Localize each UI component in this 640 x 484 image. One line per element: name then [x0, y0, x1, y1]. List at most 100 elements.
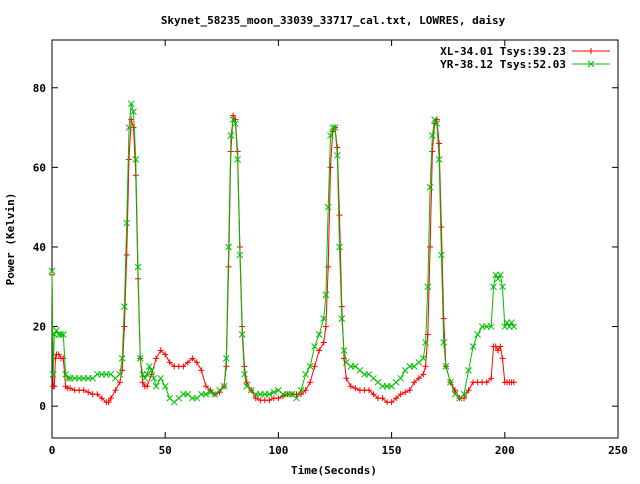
y-axis-label: Power (Kelvin): [4, 193, 17, 286]
data-point-cross-b: [152, 382, 160, 390]
ticks-layer: 0 50 100 150 200 250 0 20 40 60 80: [33, 40, 628, 457]
data-point-cross-b: [496, 271, 504, 279]
data-point-cross-b: [499, 283, 506, 291]
data-point-cross-b: [62, 370, 69, 378]
x-tick-label: 0: [49, 444, 56, 457]
data-point-cross-b: [136, 355, 144, 362]
data-point-cross-b: [324, 203, 332, 211]
data-point-cross-b: [225, 243, 232, 251]
data-point-cross-b: [451, 390, 459, 398]
y-tick-label: 20: [33, 321, 46, 334]
data-point-cross-b: [435, 156, 443, 163]
data-point-cross-b: [132, 156, 140, 163]
data-point-cross-b: [64, 374, 72, 382]
data-point-cross-b: [442, 363, 450, 370]
data-point-cross-b: [336, 243, 343, 251]
x-tick-label: 150: [382, 444, 402, 457]
data-point-cross-b: [469, 343, 477, 350]
data-point-cross-b: [288, 390, 296, 398]
y-tick-label: 80: [33, 82, 46, 95]
data-point-cross-b: [297, 386, 305, 394]
data-point-cross-b: [474, 331, 481, 338]
data-point-cross-b: [431, 116, 438, 123]
data-point-cross-b: [424, 283, 432, 291]
data-point-cross-b: [438, 251, 445, 259]
data-point-cross-b: [157, 374, 165, 382]
data-point-cross-b: [207, 388, 214, 396]
data-point-cross-b: [370, 374, 377, 382]
data-point-cross-b: [352, 363, 359, 370]
data-point-cross-b: [229, 116, 237, 123]
data-point-cross-b: [125, 124, 133, 131]
data-point-cross-b: [148, 366, 155, 374]
data-point-cross-b: [118, 355, 126, 362]
data-point-cross-b: [338, 315, 346, 322]
data-point-cross-b: [331, 124, 339, 131]
x-tick-label: 250: [608, 444, 628, 457]
data-point-cross-b: [127, 100, 135, 108]
legend-marker: [588, 48, 594, 54]
data-point-cross-b: [333, 152, 341, 159]
data-point-cross-b: [116, 370, 124, 378]
data-point-cross-b: [356, 366, 364, 374]
data-point-cross-b: [329, 124, 337, 131]
data-point-cross-b: [322, 291, 330, 299]
data-point-cross-b: [134, 263, 142, 271]
data-point-cross-b: [150, 374, 158, 382]
series-layer: [48, 100, 518, 406]
data-point-cross-b: [161, 382, 169, 390]
data-point-cross-b: [422, 339, 429, 346]
plot-frame: [51, 39, 619, 439]
data-point-cross-b: [428, 132, 436, 139]
data-point-cross-b: [587, 60, 595, 68]
data-point-cross-b: [121, 303, 128, 311]
data-point-cross-b: [238, 331, 246, 338]
data-point-cross-b: [340, 347, 348, 354]
data-point-cross-b: [327, 132, 334, 139]
data-point-cross-b: [227, 132, 235, 139]
data-point-cross-b: [241, 370, 248, 378]
data-point-cross-b: [141, 374, 149, 382]
data-point-cross-b: [107, 370, 115, 378]
data-point-cross-b: [293, 394, 300, 402]
data-point-cross-b: [510, 323, 518, 330]
data-point-cross-b: [247, 386, 255, 394]
data-point-cross-b: [130, 108, 137, 115]
x-tick-label: 50: [159, 444, 172, 457]
data-point-cross-b: [275, 386, 282, 394]
data-point-cross-b: [365, 370, 373, 378]
data-point-cross-b: [440, 339, 448, 346]
data-point-cross-b: [184, 390, 192, 398]
data-point-cross-b: [270, 388, 278, 396]
series-2: [48, 100, 518, 406]
data-point-cross-b: [232, 120, 239, 127]
data-point-cross-b: [397, 374, 405, 382]
data-point-cross-b: [487, 323, 495, 330]
data-point-cross-b: [342, 359, 350, 366]
data-point-cross-b: [48, 267, 56, 275]
x-tick-label: 200: [495, 444, 515, 457]
data-point-cross-b: [57, 331, 65, 338]
data-point-cross-b: [465, 366, 472, 374]
data-point-cross-b: [123, 219, 131, 227]
data-point-cross-b: [490, 283, 497, 291]
data-point-cross-b: [374, 378, 382, 386]
data-point-cross-b: [315, 331, 323, 338]
data-point-cross-b: [243, 382, 251, 390]
data-point-cross-b: [166, 394, 174, 402]
data-point-cross-b: [59, 331, 67, 338]
series-markers: [48, 100, 518, 406]
data-point-cross-b: [53, 327, 60, 334]
data-point-cross-b: [508, 319, 515, 326]
data-point-cross-b: [265, 390, 273, 398]
chart-title: Skynet_58235_moon_33039_33717_cal.txt, L…: [161, 14, 506, 27]
data-point-cross-b: [220, 382, 228, 390]
data-point-cross-b: [49, 370, 57, 378]
data-point-cross-b: [202, 390, 210, 398]
data-point-cross-b: [494, 275, 502, 283]
data-point-cross-b: [320, 315, 328, 322]
data-point-cross-b: [306, 363, 314, 370]
y-tick-label: 0: [39, 400, 46, 413]
